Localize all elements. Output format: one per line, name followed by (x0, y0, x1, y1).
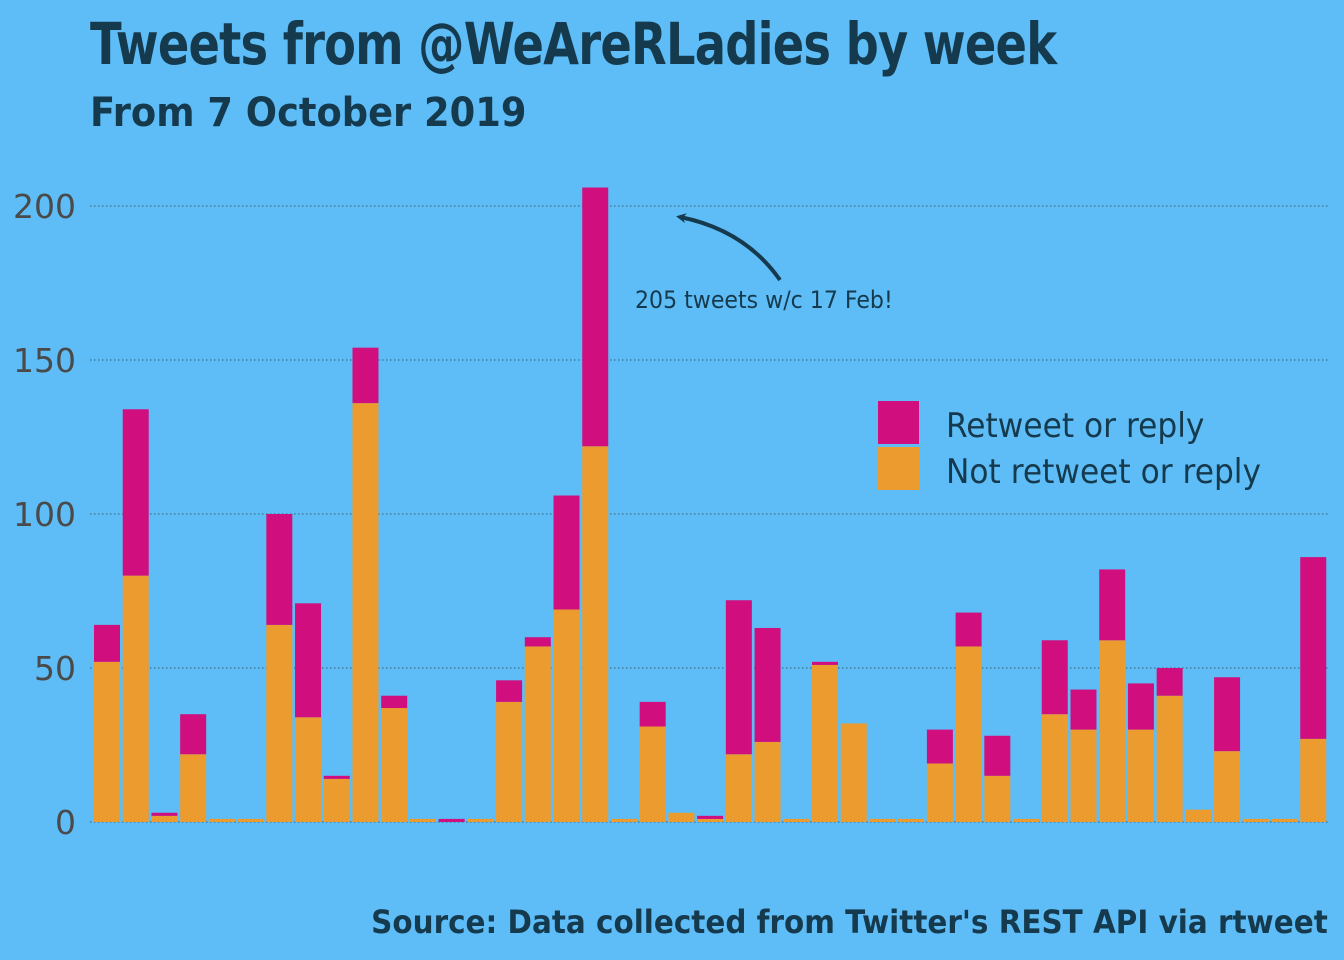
bar-retweet (122, 409, 149, 576)
bar-retweet (582, 187, 609, 447)
bar-retweet (180, 714, 207, 755)
bar-not-retweet (697, 818, 724, 822)
bar-not-retweet (1242, 818, 1269, 822)
bar-not-retweet (1156, 695, 1183, 822)
bar-retweet (1300, 557, 1327, 739)
bars (94, 187, 1327, 822)
bar-not-retweet (582, 446, 609, 822)
annotation: 205 tweets w/c 17 Feb! (635, 213, 893, 314)
bar-not-retweet (295, 717, 322, 822)
bar-retweet (352, 347, 379, 404)
y-tick-label: 0 (55, 803, 76, 842)
bar-not-retweet (639, 726, 666, 822)
bar-not-retweet (323, 778, 350, 822)
bar-retweet (955, 612, 982, 647)
bar-not-retweet (869, 818, 896, 822)
bar-not-retweet (94, 661, 120, 822)
bar-not-retweet (1127, 729, 1154, 822)
y-tick-label: 150 (13, 341, 76, 380)
bar-retweet (984, 735, 1011, 776)
bar-not-retweet (122, 575, 149, 822)
bar-not-retweet (754, 741, 781, 822)
bar-retweet (1156, 668, 1183, 696)
bar-retweet (94, 624, 120, 662)
bar-not-retweet (151, 815, 178, 822)
bar-not-retweet (352, 403, 379, 822)
bar-not-retweet (984, 775, 1011, 822)
bar-not-retweet (266, 624, 293, 822)
bar-not-retweet (926, 763, 953, 822)
bar-retweet (926, 729, 953, 764)
bar-retweet (438, 818, 465, 822)
bar-retweet (496, 680, 523, 702)
y-tick-label: 50 (34, 649, 76, 688)
bar-retweet (323, 775, 350, 779)
bar-retweet (639, 701, 666, 727)
bar-not-retweet (409, 818, 436, 822)
bar-retweet (754, 627, 781, 742)
bar-not-retweet (180, 754, 207, 822)
legend-swatch-retweet (878, 401, 919, 444)
legend-label-retweet: Retweet or reply (946, 406, 1204, 446)
bar-retweet (1041, 640, 1068, 715)
chart-subtitle: From 7 October 2019 (90, 90, 527, 136)
bar-not-retweet (553, 609, 580, 822)
bar-retweet (266, 514, 293, 625)
bar-not-retweet (1300, 738, 1327, 822)
bar-not-retweet (898, 818, 925, 822)
bar-retweet (524, 637, 551, 647)
bar-not-retweet (1185, 809, 1212, 822)
y-tick-label: 100 (13, 495, 76, 534)
bar-retweet (381, 695, 408, 709)
bar-not-retweet (1099, 640, 1126, 822)
legend: Retweet or reply Not retweet or reply (878, 401, 1261, 491)
bar-retweet (812, 661, 838, 665)
bar-not-retweet (237, 818, 264, 822)
bar-not-retweet (668, 812, 695, 822)
bar-not-retweet (610, 818, 637, 822)
bar-not-retweet (1070, 729, 1097, 822)
bar-retweet (697, 815, 724, 819)
y-tick-label: 200 (13, 187, 76, 226)
bar-retweet (1127, 683, 1154, 730)
bar-retweet (151, 812, 178, 816)
bar-not-retweet (955, 646, 982, 822)
bar-retweet (1070, 689, 1097, 730)
source-caption: Source: Data collected from Twitter's RE… (371, 903, 1328, 941)
bar-not-retweet (1214, 751, 1241, 822)
bar-retweet (553, 495, 580, 610)
bar-not-retweet (840, 723, 867, 822)
bar-retweet (1099, 569, 1126, 641)
bar-not-retweet (1041, 714, 1068, 822)
legend-swatch-not-retweet (878, 447, 919, 490)
y-axis-ticks: 0 50 100 150 200 (13, 187, 76, 842)
bar-not-retweet (524, 646, 551, 822)
chart-title: Tweets from @WeAreRLadies by week (90, 10, 1057, 78)
bar-not-retweet (783, 818, 810, 822)
bar-not-retweet (1271, 818, 1298, 822)
bar-retweet (725, 600, 752, 755)
bar-not-retweet (1013, 818, 1040, 822)
bar-not-retweet (812, 664, 838, 822)
annotation-label: 205 tweets w/c 17 Feb! (635, 287, 893, 314)
bar-retweet (295, 603, 322, 718)
annotation-arrow (676, 213, 782, 282)
legend-label-not-retweet: Not retweet or reply (946, 452, 1261, 492)
bar-not-retweet (496, 701, 523, 822)
bar-not-retweet (208, 818, 235, 822)
bar-not-retweet (381, 708, 408, 822)
bar-not-retweet (725, 754, 752, 822)
bar-not-retweet (467, 818, 494, 822)
bar-retweet (1214, 677, 1241, 752)
